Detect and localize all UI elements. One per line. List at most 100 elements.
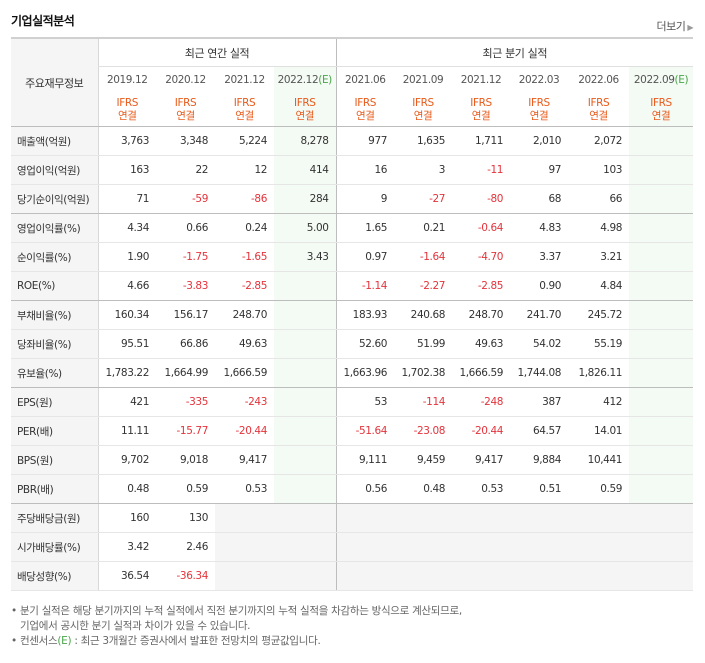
table-cell: 0.97 xyxy=(335,242,395,272)
table-cell xyxy=(452,503,511,533)
table-cell xyxy=(629,271,694,301)
section-title: 기업실적분석 xyxy=(11,14,75,28)
table-cell: 156.17 xyxy=(156,300,215,330)
table-cell xyxy=(215,503,274,533)
table-cell: 9,018 xyxy=(156,445,215,475)
table-cell xyxy=(394,561,453,591)
table-cell: 9 xyxy=(335,184,395,214)
table-cell: -27 xyxy=(394,184,453,214)
table-cell: 1,663.96 xyxy=(335,358,395,388)
table-row: 당좌비율(%) 95.51 66.86 49.63 52.60 51.99 49.63 54.… xyxy=(11,329,694,359)
table-cell: 4.83 xyxy=(510,213,569,243)
table-cell: 71 xyxy=(97,184,156,214)
ifrs-label: IFRS 연결 xyxy=(629,93,694,127)
table-cell: 4.84 xyxy=(568,271,630,301)
row-label: 주당배당금(원) xyxy=(11,503,98,533)
period-header: 2022.03 xyxy=(510,66,569,93)
table-cell: -1.14 xyxy=(335,271,395,301)
table-cell: 240.68 xyxy=(394,300,453,330)
period-header: 2021.09 xyxy=(394,66,453,93)
row-label: 영업이익률(%) xyxy=(11,213,98,243)
row-label: PER(배) xyxy=(11,416,98,446)
period-header: 2022.12(E) xyxy=(274,66,337,93)
table-cell xyxy=(568,532,630,562)
table-cell: 0.53 xyxy=(215,474,274,504)
table-cell xyxy=(335,503,395,533)
table-cell: 9,459 xyxy=(394,445,453,475)
table-cell: 1,666.59 xyxy=(215,358,274,388)
table-cell: 130 xyxy=(156,503,215,533)
table-cell: 5,224 xyxy=(215,126,274,156)
table-cell xyxy=(452,532,511,562)
table-row: BPS(원) 9,702 9,018 9,417 9,111 9,459 9,417 9,88… xyxy=(11,445,694,475)
table-cell: 1,826.11 xyxy=(568,358,630,388)
table-cell: 3,763 xyxy=(97,126,156,156)
table-row: 당기순이익(억원) 71 -59 -86 284 9 -27 -80 68 66 xyxy=(11,184,694,214)
table-cell: 4.34 xyxy=(97,213,156,243)
table-cell: -335 xyxy=(156,387,215,417)
table-row: ROE(%) 4.66 -3.83 -2.85 -1.14 -2.27 -2.85 0.90 4… xyxy=(11,271,694,301)
table-cell: -11 xyxy=(452,155,511,185)
table-cell: 66 xyxy=(568,184,630,214)
table-cell: -2.85 xyxy=(452,271,511,301)
table-cell xyxy=(629,445,694,475)
period-header: 2021.12 xyxy=(452,66,511,93)
row-label: EPS(원) xyxy=(11,387,98,417)
table-cell: 2,072 xyxy=(568,126,630,156)
estimate-mark: (E) xyxy=(674,74,689,86)
table-cell: 0.59 xyxy=(568,474,630,504)
table-cell: -248 xyxy=(452,387,511,417)
table-cell: 64.57 xyxy=(510,416,569,446)
more-link[interactable]: 더보기 ▶ xyxy=(656,18,693,34)
ifrs-label: IFRS 연결 xyxy=(274,93,337,127)
table-cell xyxy=(568,561,630,591)
table-cell: 51.99 xyxy=(394,329,453,359)
table-cell: -4.70 xyxy=(452,242,511,272)
table-cell xyxy=(629,155,694,185)
period-header: 2022.06 xyxy=(568,66,630,93)
table-cell: 245.72 xyxy=(568,300,630,330)
row-label: 영업이익(억원) xyxy=(11,155,98,185)
table-row: 매출액(억원) 3,763 3,348 5,224 8,278 977 1,635 1,711… xyxy=(11,126,694,156)
period-header: 2022.09(E) xyxy=(629,66,694,93)
table-cell: 1,635 xyxy=(394,126,453,156)
table-cell xyxy=(394,503,453,533)
table-cell: 977 xyxy=(335,126,395,156)
table-cell: 248.70 xyxy=(452,300,511,330)
quarter-header: 최근 분기 실적 xyxy=(335,37,694,67)
table-cell xyxy=(274,387,337,417)
table-cell: 3.42 xyxy=(97,532,156,562)
table-cell: 1.90 xyxy=(97,242,156,272)
table-cell: 4.66 xyxy=(97,271,156,301)
table-cell: 387 xyxy=(510,387,569,417)
period-header: 2020.12 xyxy=(156,66,215,93)
table-cell: 284 xyxy=(274,184,337,214)
row-label: ROE(%) xyxy=(11,271,98,301)
table-row: PBR(배) 0.48 0.59 0.53 0.56 0.48 0.53 0.51 0.59 xyxy=(11,474,694,504)
table-cell: 1,664.99 xyxy=(156,358,215,388)
table-cell xyxy=(629,474,694,504)
table-cell xyxy=(629,532,694,562)
table-cell: 0.21 xyxy=(394,213,453,243)
table-cell: 54.02 xyxy=(510,329,569,359)
footnotes: • 분기 실적은 해당 분기까지의 누적 실적에서 직전 분기까지의 누적 실적… xyxy=(11,604,462,649)
row-label: 시가배당률(%) xyxy=(11,532,98,562)
table-cell: 2.46 xyxy=(156,532,215,562)
table-cell: 8,278 xyxy=(274,126,337,156)
ifrs-label: IFRS 연결 xyxy=(215,93,274,127)
table-cell: -51.64 xyxy=(335,416,395,446)
table-cell: 0.90 xyxy=(510,271,569,301)
table-cell: 3.21 xyxy=(568,242,630,272)
table-cell: 9,111 xyxy=(335,445,395,475)
table-row: 영업이익률(%) 4.34 0.66 0.24 5.00 1.65 0.21 -0.64 4.8… xyxy=(11,213,694,243)
table-cell xyxy=(274,300,337,330)
table-row: 유보율(%) 1,783.22 1,664.99 1,666.59 1,663.96 1,… xyxy=(11,358,694,388)
table-cell: -1.75 xyxy=(156,242,215,272)
table-row: 주당배당금(원) 160 130 xyxy=(11,503,694,533)
table-cell xyxy=(629,358,694,388)
table-cell xyxy=(394,532,453,562)
table-cell: -80 xyxy=(452,184,511,214)
table-cell: 421 xyxy=(97,387,156,417)
table-cell xyxy=(274,445,337,475)
table-cell: 3 xyxy=(394,155,453,185)
